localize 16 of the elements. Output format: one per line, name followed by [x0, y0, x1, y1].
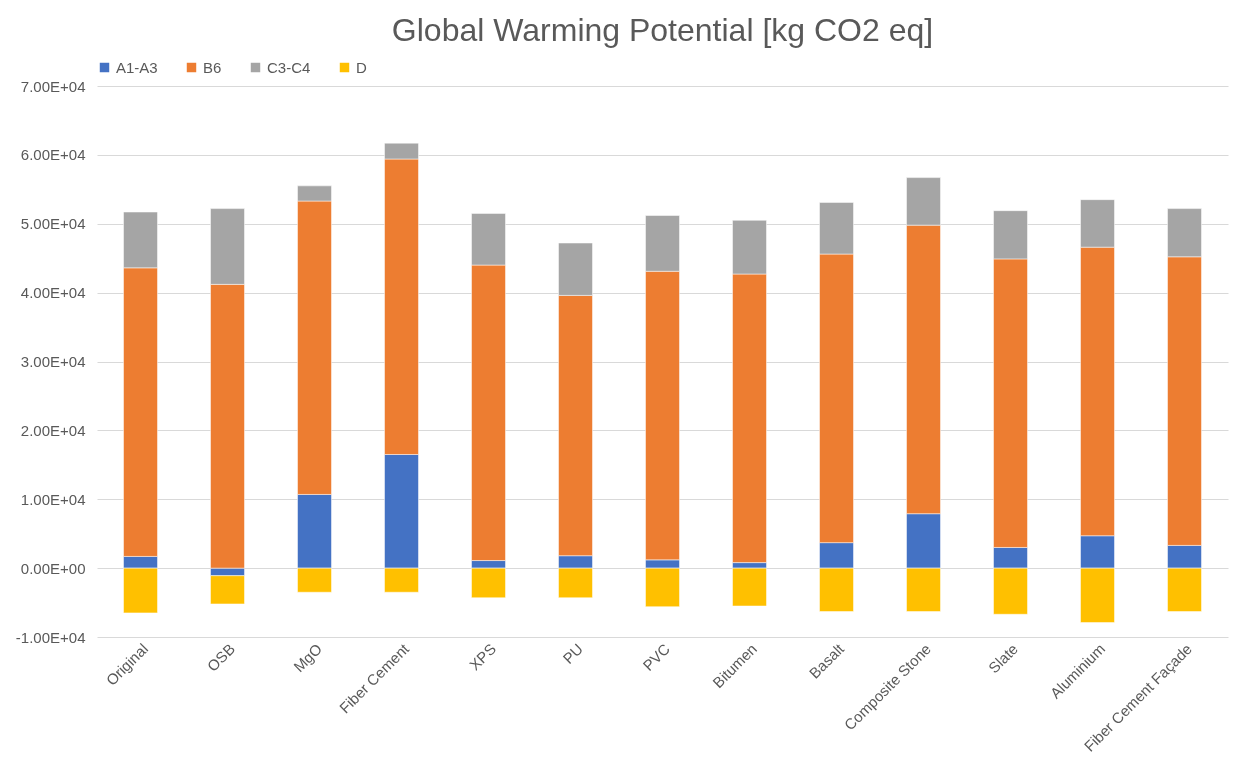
y-tick-label: 4.00E+04	[20, 284, 86, 302]
bar	[732, 567, 767, 607]
chart-title: Global Warming Potential [kg CO2 eq]	[391, 12, 934, 48]
y-tick-label: 7.00E+04	[20, 77, 86, 95]
y-tick-label: 5.00E+04	[20, 215, 86, 233]
x-tick-label: PU	[559, 640, 587, 667]
legend-label: B6	[203, 58, 222, 76]
y-tick-label: 6.00E+04	[20, 146, 86, 164]
legend-label: D	[356, 58, 367, 76]
y-tick-label: 2.00E+04	[20, 421, 86, 439]
y-tick-label: -1.00E+04	[15, 628, 86, 646]
legend-label: A1-A3	[116, 58, 158, 76]
legend-label: C3-C4	[267, 58, 311, 76]
y-tick-label: 1.00E+04	[20, 490, 86, 508]
y-tick-label: 0.00E+00	[20, 559, 86, 577]
y-tick-label: 3.00E+04	[20, 353, 86, 370]
